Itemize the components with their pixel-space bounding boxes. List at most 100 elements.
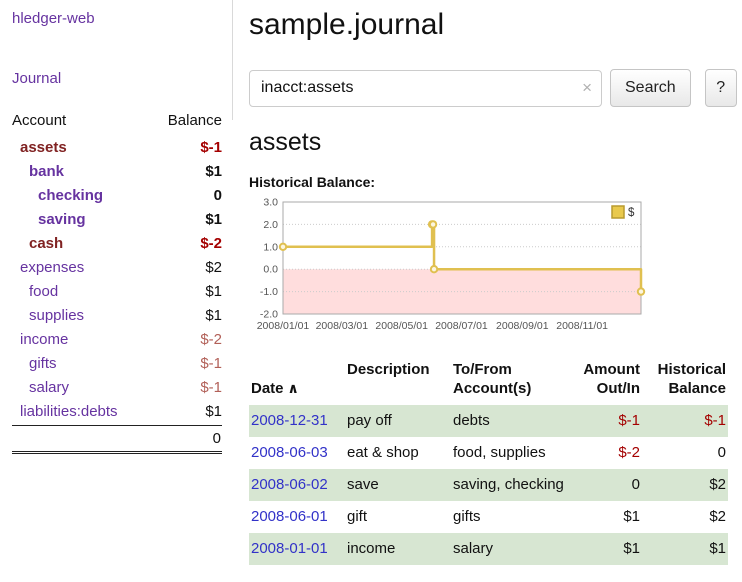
transaction-row: 2008-06-03 eat & shop food, supplies $-2 0 <box>249 437 728 469</box>
transaction-accounts: saving, checking <box>453 476 564 493</box>
svg-text:2008/09/01: 2008/09/01 <box>496 320 549 332</box>
accounts-total-value: 0 <box>212 430 221 447</box>
account-link[interactable]: expenses <box>20 259 85 276</box>
account-row: expenses $2 <box>12 256 222 280</box>
register-table: Date ∧ Description To/From Account(s) Amo… <box>249 357 728 565</box>
transaction-balance: $1 <box>709 540 726 557</box>
svg-text:2008/01/01: 2008/01/01 <box>257 320 310 332</box>
transaction-accounts: debts <box>453 412 490 429</box>
account-row: gifts $-1 <box>12 352 222 376</box>
account-balance: $1 <box>205 163 222 180</box>
transaction-description: save <box>347 476 379 493</box>
account-link[interactable]: checking <box>38 187 104 204</box>
transaction-date-cell: 2008-01-01 <box>249 533 345 565</box>
account-row: income $-2 <box>12 328 222 352</box>
sort-ascending-icon: ∧ <box>287 380 299 396</box>
sidebar-divider <box>232 0 233 120</box>
transaction-balance: $2 <box>709 508 726 525</box>
search-box: × <box>249 69 602 107</box>
accounts-header-account: Account <box>12 112 67 129</box>
account-balance: $1 <box>205 307 222 324</box>
account-row: liabilities:debts $1 <box>12 400 222 424</box>
account-row: salary $-1 <box>12 376 222 400</box>
transaction-amount: $1 <box>623 508 640 525</box>
svg-text:2008/03/01: 2008/03/01 <box>316 320 369 332</box>
search-input[interactable] <box>249 69 602 107</box>
account-link[interactable]: salary <box>29 379 70 396</box>
account-link[interactable]: assets <box>20 139 67 156</box>
transaction-row: 2008-01-01 income salary $1 $1 <box>249 533 728 565</box>
account-balance: $-1 <box>200 139 222 156</box>
account-link[interactable]: income <box>20 331 69 348</box>
transaction-description: gift <box>347 508 368 525</box>
account-row: checking 0 <box>12 184 222 208</box>
svg-text:2008/05/01: 2008/05/01 <box>375 320 428 332</box>
transaction-date-link[interactable]: 2008-06-03 <box>251 444 328 461</box>
svg-text:2008/07/01: 2008/07/01 <box>435 320 488 332</box>
clear-search-icon[interactable]: × <box>582 77 592 97</box>
transaction-row: 2008-12-31 pay off debts $-1 $-1 <box>249 405 728 437</box>
transaction-balance: 0 <box>717 444 726 461</box>
account-row: supplies $1 <box>12 304 222 328</box>
account-balance: $1 <box>205 211 222 228</box>
accounts-header-balance: Balance <box>167 112 222 129</box>
account-link[interactable]: cash <box>29 235 64 252</box>
register-header-tofrom: To/From Account(s) <box>453 361 532 397</box>
account-row: food $1 <box>12 280 222 304</box>
transaction-description: pay off <box>347 412 392 429</box>
svg-text:1.0: 1.0 <box>263 241 278 253</box>
transaction-date-cell: 2008-06-02 <box>249 469 345 501</box>
app-title-link[interactable]: hledger-web <box>12 10 95 27</box>
transaction-date-link[interactable]: 2008-06-01 <box>251 508 328 525</box>
transaction-date-link[interactable]: 2008-06-02 <box>251 476 328 493</box>
account-link[interactable]: food <box>29 283 59 300</box>
account-balance: $1 <box>205 283 222 300</box>
account-link[interactable]: saving <box>38 211 86 228</box>
svg-text:2008/11/01: 2008/11/01 <box>556 320 608 332</box>
transaction-accounts: salary <box>453 540 494 557</box>
transaction-amount: $-2 <box>618 444 640 461</box>
account-balance: $-2 <box>200 331 222 348</box>
account-balance: 0 <box>213 187 222 204</box>
transaction-date-link[interactable]: 2008-01-01 <box>251 540 328 557</box>
search-button[interactable]: Search <box>610 69 691 107</box>
svg-text:$: $ <box>628 207 635 219</box>
sidebar: hledger-web Journal Account Balance asse… <box>0 0 233 582</box>
transaction-balance: $2 <box>709 476 726 493</box>
transaction-date-cell: 2008-06-03 <box>249 437 345 469</box>
register-rows: 2008-12-31 pay off debts $-1 $-1 2008-06-03 ea… <box>249 405 728 565</box>
svg-text:-2.0: -2.0 <box>260 309 278 321</box>
account-balance: $-1 <box>200 379 222 396</box>
account-link[interactable]: bank <box>29 163 65 180</box>
account-link[interactable]: supplies <box>29 307 85 324</box>
transaction-date-link[interactable]: 2008-12-31 <box>251 412 328 429</box>
date-header-label: Date <box>251 380 284 397</box>
account-balance: $-2 <box>200 235 222 252</box>
transaction-description: income <box>347 540 396 557</box>
help-button[interactable]: ? <box>704 69 737 107</box>
register-header-date[interactable]: Date ∧ <box>249 357 345 405</box>
account-link[interactable]: liabilities:debts <box>20 403 118 420</box>
account-heading: assets <box>249 128 322 156</box>
main-content: sample.journal × Search ? assets Histori… <box>233 0 742 582</box>
account-balance: $2 <box>205 259 222 276</box>
sidebar-item-journal[interactable]: Journal <box>12 70 62 87</box>
svg-text:3.0: 3.0 <box>263 197 278 209</box>
account-link[interactable]: gifts <box>29 355 57 372</box>
accounts-rows: assets $-1 bank $1 checking 0 saving $1 cash $-2 e… <box>12 136 222 424</box>
accounts-total-row: 0 <box>12 425 222 454</box>
account-row: cash $-2 <box>12 232 222 256</box>
transaction-balance: $-1 <box>704 412 726 429</box>
transaction-amount: 0 <box>631 476 640 493</box>
register-header-balance: Historical Balance <box>657 361 726 397</box>
account-row: assets $-1 <box>12 136 222 160</box>
register-header-row: Date ∧ Description To/From Account(s) Amo… <box>249 357 728 405</box>
register-header-description: Description <box>347 361 430 378</box>
transaction-description: eat & shop <box>347 444 419 461</box>
chart-title: Historical Balance: <box>249 174 376 190</box>
transaction-accounts: food, supplies <box>453 444 546 461</box>
transaction-row: 2008-06-02 save saving, checking 0 $2 <box>249 469 728 501</box>
account-row: bank $1 <box>12 160 222 184</box>
